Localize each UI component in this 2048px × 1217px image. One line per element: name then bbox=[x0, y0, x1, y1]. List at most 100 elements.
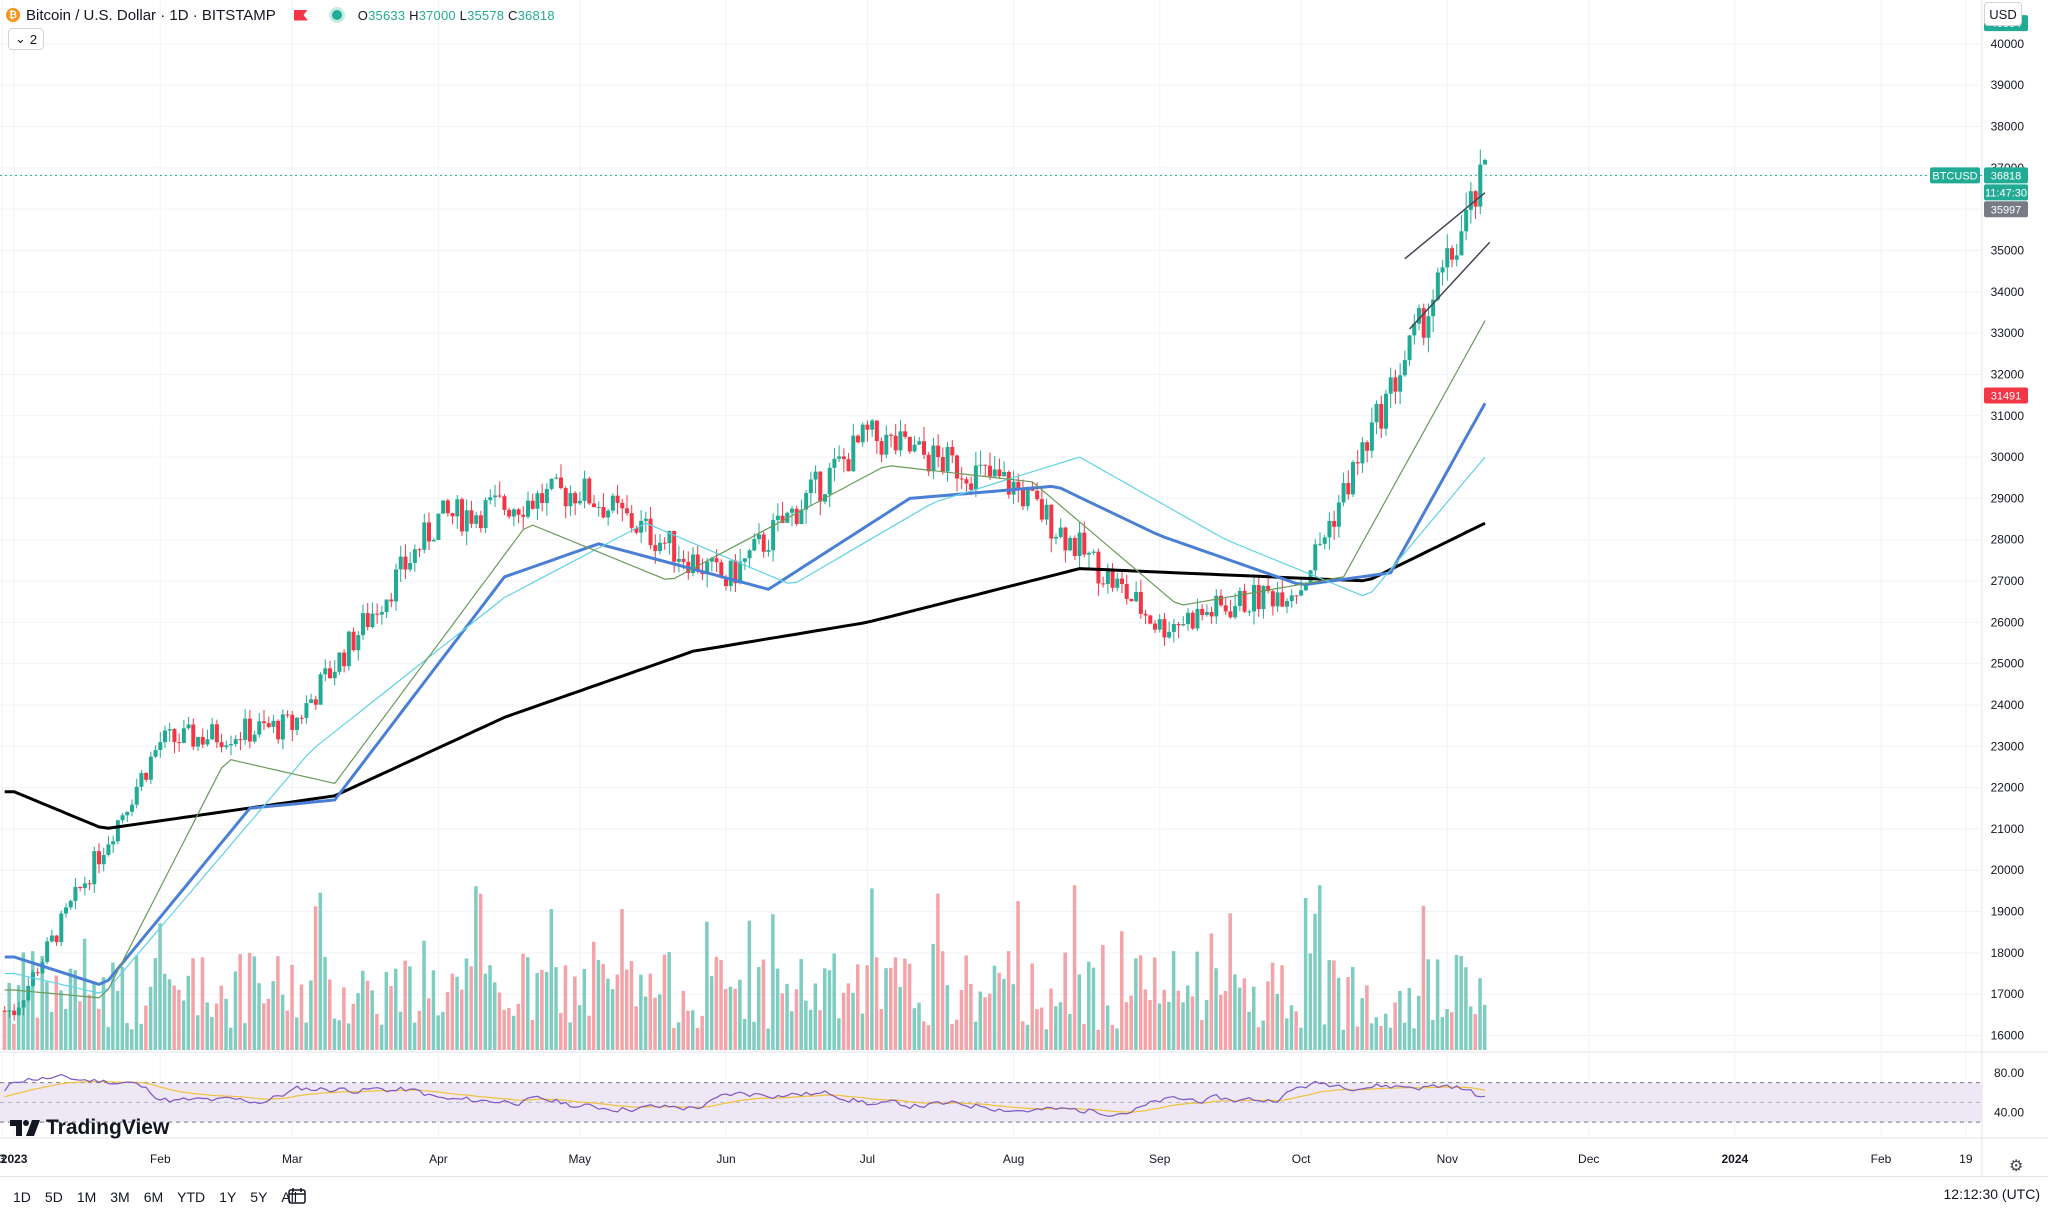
calendar-icon[interactable] bbox=[288, 1188, 306, 1204]
timeframe-5y[interactable]: 5Y bbox=[250, 1189, 268, 1205]
volume-bar bbox=[1153, 957, 1157, 1050]
candle-body bbox=[158, 742, 163, 751]
utc-clock[interactable]: 12:12:30 (UTC) bbox=[1943, 1186, 2040, 1202]
candle-body bbox=[1157, 619, 1162, 630]
volume-bar bbox=[384, 972, 389, 1050]
candle-body bbox=[1360, 442, 1365, 464]
candle-body bbox=[87, 883, 92, 885]
volume-bar bbox=[1044, 1029, 1049, 1050]
candle-body bbox=[714, 558, 719, 563]
timeframe-5d[interactable]: 5D bbox=[44, 1189, 63, 1205]
volume-bar bbox=[926, 1025, 931, 1050]
price-label: 11:47:30 bbox=[1984, 184, 2028, 201]
candle-body bbox=[1006, 472, 1011, 495]
volume-bar bbox=[35, 1017, 40, 1050]
volume-bar bbox=[1308, 953, 1313, 1050]
volume-bar bbox=[884, 968, 888, 1050]
timeframe-6m[interactable]: 6M bbox=[143, 1189, 164, 1205]
currency-button[interactable]: USD bbox=[1984, 2, 2022, 26]
volume-bar bbox=[478, 893, 483, 1050]
candle-body bbox=[676, 558, 681, 562]
moving-averages bbox=[4, 320, 1487, 999]
timeframe-ytd[interactable]: YTD bbox=[177, 1189, 206, 1205]
volume-bar bbox=[771, 914, 775, 1050]
volume-bar bbox=[1054, 1006, 1058, 1050]
volume-bar bbox=[1454, 955, 1459, 1050]
candle-body bbox=[1417, 308, 1421, 324]
candle-body bbox=[271, 720, 276, 727]
candle-body bbox=[922, 441, 926, 455]
candle-body bbox=[177, 742, 182, 744]
volume-bar bbox=[700, 1015, 704, 1050]
volume-bar bbox=[1190, 996, 1195, 1050]
candle-body bbox=[483, 500, 488, 529]
candle-body bbox=[988, 465, 992, 477]
candle-body bbox=[973, 465, 978, 490]
candle-body bbox=[247, 718, 252, 742]
time-tick-label: Oct bbox=[1292, 1152, 1311, 1166]
timeframe-1m[interactable]: 1M bbox=[76, 1189, 97, 1205]
candle-body bbox=[153, 750, 158, 757]
volume-bar bbox=[115, 990, 120, 1050]
candle-body bbox=[1252, 585, 1256, 612]
price-chart[interactable]: 1600017000180001900020000210002200023000… bbox=[0, 0, 2048, 1176]
candle-body bbox=[290, 714, 295, 730]
candle-body bbox=[945, 447, 950, 472]
candle-body bbox=[766, 550, 771, 552]
candle-body bbox=[1115, 578, 1120, 588]
candle-body bbox=[1247, 611, 1252, 613]
candle-body bbox=[1214, 595, 1219, 617]
tradingview-logo[interactable]: TradingView bbox=[10, 1116, 169, 1140]
volume-bar bbox=[280, 994, 285, 1050]
price-tick-label: 39000 bbox=[1991, 78, 2025, 92]
volume-bar bbox=[837, 1018, 841, 1050]
candle-body bbox=[1346, 483, 1351, 495]
candle-body bbox=[1082, 532, 1087, 555]
volume-bar bbox=[1374, 1017, 1379, 1050]
candle-body bbox=[318, 674, 323, 705]
timeframe-1d[interactable]: 1D bbox=[13, 1189, 31, 1205]
candle-body bbox=[1124, 584, 1129, 599]
volume-bar bbox=[573, 976, 577, 1050]
volume-bar bbox=[1006, 951, 1011, 1050]
candle-body bbox=[375, 613, 380, 615]
candle-body bbox=[865, 424, 870, 430]
candle-body bbox=[606, 510, 611, 518]
candle-body bbox=[926, 454, 931, 472]
volume-bar bbox=[1219, 994, 1223, 1050]
symbol-title[interactable]: Bitcoin / U.S. Dollar · 1D · BITSTAMP bbox=[26, 6, 276, 24]
volume-bar bbox=[775, 968, 780, 1050]
candle-body bbox=[625, 508, 629, 514]
volume-bar bbox=[1483, 1004, 1487, 1050]
candle-body bbox=[1464, 209, 1469, 232]
candle-body bbox=[1096, 551, 1101, 584]
timeframe-3m[interactable]: 3M bbox=[110, 1189, 130, 1205]
candle-body bbox=[370, 613, 375, 628]
tradingview-logo-icon bbox=[10, 1120, 40, 1136]
volume-bar bbox=[445, 992, 450, 1050]
candle-body bbox=[771, 520, 776, 551]
volume-bar bbox=[1256, 1027, 1261, 1050]
candle-body bbox=[431, 539, 436, 542]
volume-bar bbox=[299, 984, 304, 1050]
indicators-collapse-button[interactable]: ⌄ 2 bbox=[8, 28, 45, 50]
candle-body bbox=[1153, 623, 1157, 630]
volume-bar bbox=[398, 1011, 403, 1050]
candle-body bbox=[342, 652, 347, 667]
price-label: 31491 bbox=[1984, 387, 2028, 404]
volume-bar bbox=[1181, 1002, 1185, 1050]
candle-body bbox=[365, 613, 370, 628]
volume-bar bbox=[1388, 1027, 1393, 1050]
volume-bar bbox=[582, 968, 587, 1050]
settings-gear-icon[interactable]: ⚙ bbox=[2009, 1158, 2024, 1175]
volume-bar bbox=[229, 1027, 233, 1050]
timeframe-1y[interactable]: 1Y bbox=[219, 1189, 237, 1205]
candle-body bbox=[351, 631, 356, 651]
volume-bar bbox=[1247, 1011, 1251, 1050]
candle-body bbox=[1308, 570, 1313, 584]
volume-bar bbox=[1270, 962, 1275, 1050]
flag-icon[interactable] bbox=[293, 9, 308, 21]
candle-body bbox=[799, 509, 804, 524]
candle-body bbox=[1209, 611, 1214, 617]
candles bbox=[2, 149, 1487, 1021]
